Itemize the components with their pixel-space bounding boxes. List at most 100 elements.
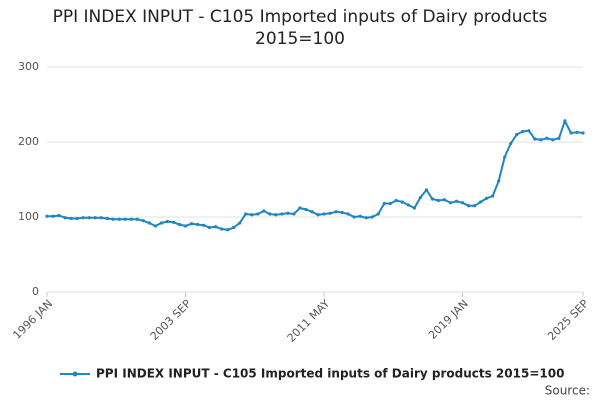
point xyxy=(569,131,573,135)
source: Source: xyxy=(545,384,590,398)
point xyxy=(117,217,121,221)
point xyxy=(238,221,242,225)
point xyxy=(141,219,145,223)
point xyxy=(183,224,188,228)
point xyxy=(75,216,79,221)
point xyxy=(334,210,338,214)
point xyxy=(527,129,531,133)
point xyxy=(400,200,404,204)
point xyxy=(310,210,314,214)
point xyxy=(485,196,489,200)
point xyxy=(370,215,374,219)
point xyxy=(153,224,158,228)
point xyxy=(57,213,61,218)
point xyxy=(340,210,344,215)
point xyxy=(424,188,429,192)
point xyxy=(454,199,459,203)
point xyxy=(358,214,362,218)
point xyxy=(545,136,549,140)
point xyxy=(364,216,368,220)
point xyxy=(557,136,561,140)
x-tick-label: 1996 JAN xyxy=(10,297,55,342)
point xyxy=(177,222,182,227)
point xyxy=(497,179,501,183)
point xyxy=(304,207,308,212)
point xyxy=(286,211,290,215)
series-line xyxy=(47,118,584,231)
point xyxy=(316,213,320,217)
point xyxy=(515,132,519,137)
point xyxy=(214,225,218,229)
point xyxy=(581,131,585,135)
x-tick-label: 2019 JAN xyxy=(426,297,471,342)
y-tick-label: 200 xyxy=(18,135,39,148)
point xyxy=(99,216,103,220)
point xyxy=(51,214,55,218)
point xyxy=(539,138,543,142)
point xyxy=(394,198,398,203)
point xyxy=(111,217,115,221)
point xyxy=(135,217,139,221)
y-tick-label: 100 xyxy=(18,210,39,223)
point xyxy=(201,223,206,227)
point xyxy=(147,221,151,225)
point xyxy=(226,228,230,232)
point xyxy=(346,212,350,216)
point xyxy=(533,137,537,141)
point xyxy=(406,203,410,207)
point xyxy=(220,227,224,231)
point xyxy=(250,213,254,217)
point xyxy=(87,216,91,220)
point xyxy=(195,222,200,227)
point xyxy=(159,221,164,225)
point xyxy=(466,204,471,208)
point xyxy=(63,216,67,220)
point xyxy=(575,130,579,134)
point xyxy=(189,222,194,226)
point xyxy=(268,212,272,216)
point xyxy=(256,212,260,216)
point xyxy=(418,195,422,200)
point xyxy=(328,211,332,215)
point xyxy=(491,194,495,198)
point xyxy=(430,197,435,201)
point xyxy=(208,225,212,230)
point xyxy=(244,212,248,216)
y-tick-label: 300 xyxy=(18,60,39,73)
legend-marker xyxy=(72,371,78,377)
point xyxy=(69,216,73,221)
point xyxy=(298,206,302,210)
point xyxy=(123,217,127,221)
point xyxy=(503,155,507,159)
point xyxy=(436,198,441,203)
legend-label: PPI INDEX INPUT - C105 Imported inputs o… xyxy=(96,367,564,381)
point xyxy=(262,209,266,213)
point xyxy=(388,201,392,206)
point xyxy=(274,213,278,217)
point xyxy=(376,212,380,216)
point xyxy=(129,217,133,221)
point xyxy=(448,201,453,205)
y-tick-label: 0 xyxy=(32,285,39,298)
point xyxy=(292,212,296,216)
point xyxy=(479,200,483,204)
x-tick-label: 2011 MAY xyxy=(285,297,333,345)
point xyxy=(322,212,326,216)
point xyxy=(460,201,465,205)
point xyxy=(563,119,567,123)
point xyxy=(412,206,416,210)
point xyxy=(280,212,284,216)
point xyxy=(442,198,447,202)
point xyxy=(81,216,85,220)
point xyxy=(45,214,49,218)
point xyxy=(551,138,555,142)
point xyxy=(352,215,356,219)
x-tick-label: 2025 SEP xyxy=(545,297,591,343)
point xyxy=(171,220,176,224)
point xyxy=(165,219,170,224)
point xyxy=(232,225,236,230)
point xyxy=(105,216,109,221)
chart-title: PPI INDEX INPUT - C105 Imported inputs o… xyxy=(52,7,548,49)
